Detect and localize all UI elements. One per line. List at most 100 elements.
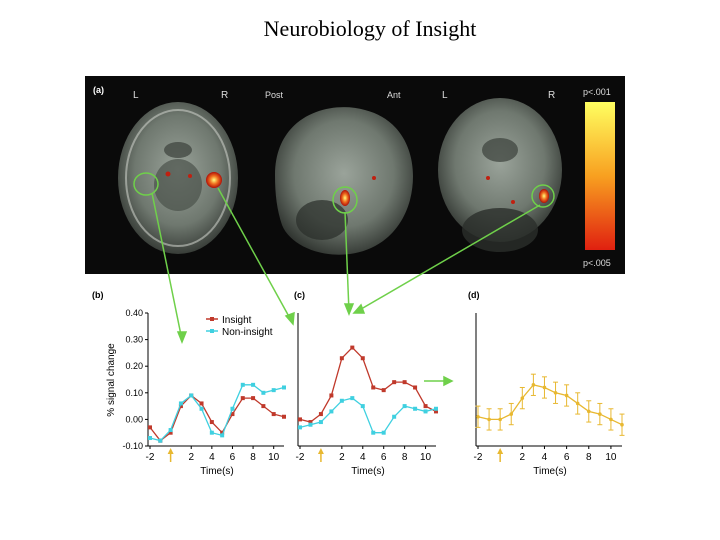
data-point: [168, 428, 173, 433]
legend: Insight Non-insight: [206, 315, 273, 338]
data-point: [282, 414, 286, 419]
data-point: [298, 417, 302, 422]
data-point: [598, 412, 602, 416]
data-point: [189, 393, 194, 398]
data-point: [476, 414, 480, 419]
data-point: [371, 385, 376, 390]
data-point: [329, 393, 334, 398]
data-point: [360, 404, 365, 409]
data-point: [199, 401, 204, 406]
series-line-d-0: [477, 384, 623, 426]
scale-bottom-label: p<.005: [583, 258, 611, 268]
x-tick-label: 10: [420, 452, 432, 463]
data-point: [148, 425, 152, 430]
data-point: [350, 396, 355, 401]
data-point: [251, 382, 256, 387]
data-point: [531, 383, 536, 387]
x-tick-label: 2: [520, 452, 526, 463]
data-point: [392, 380, 397, 385]
data-point: [261, 404, 266, 409]
panel-b-label: (b): [92, 290, 104, 300]
x-tick-label: 6: [564, 452, 570, 463]
panel-a-label: (a): [93, 85, 104, 95]
y-tick-label: 0.20: [125, 361, 143, 371]
data-point: [339, 398, 344, 403]
x-tick-label: 8: [586, 452, 592, 463]
data-point: [509, 412, 514, 416]
data-point: [339, 356, 344, 361]
x-tick-label: 2: [188, 452, 194, 463]
x-tick-label: 10: [268, 452, 280, 463]
y-tick-label: 0.30: [125, 335, 143, 345]
data-point: [520, 396, 525, 400]
sagittal-posterior-label: Post: [265, 90, 284, 100]
data-point: [168, 430, 173, 435]
data-point: [564, 393, 569, 398]
onset-arrow-icon: [317, 448, 324, 454]
data-point: [413, 406, 418, 411]
x-tick-label: 4: [209, 452, 215, 463]
data-point: [220, 433, 225, 438]
coronal-left-label: L: [442, 90, 448, 101]
slide-title: Neurobiology of Insight: [263, 16, 477, 41]
panel-b-x-axis-title: Time(s): [200, 466, 234, 477]
data-point: [575, 401, 580, 406]
legend-insight-label: Insight: [222, 315, 252, 326]
significance-color-scale: [585, 102, 615, 250]
x-tick-label: 8: [402, 452, 408, 463]
axial-right-label: R: [221, 90, 228, 101]
panel-d-label: (d): [468, 290, 480, 300]
data-point: [271, 412, 276, 417]
sagittal-brain-slice: [275, 107, 413, 255]
panel-d-x-axis-title: Time(s): [533, 466, 567, 477]
legend-non-insight-marker: [210, 329, 214, 333]
axial-left-label: L: [133, 90, 139, 101]
data-point: [371, 430, 376, 435]
onset-arrow-icon: [167, 448, 174, 454]
data-point: [178, 404, 183, 409]
panel-b-y-axis-title: % signal change: [106, 343, 117, 417]
data-point: [308, 422, 313, 427]
x-tick-label: 8: [250, 452, 256, 463]
chart-panel-d: (d) -2 2 4 6 8 10 Time(s): [468, 290, 625, 477]
data-point: [209, 420, 214, 425]
x-tick-label: 4: [542, 452, 548, 463]
data-point: [498, 417, 502, 422]
data-point: [251, 396, 256, 401]
data-point: [298, 425, 302, 430]
y-tick-label: 0.40: [125, 308, 143, 318]
data-point: [487, 417, 491, 422]
data-point: [148, 436, 152, 441]
data-point: [318, 420, 323, 425]
onset-arrow-icon: [497, 448, 504, 454]
x-tick-label: 6: [381, 452, 387, 463]
coronal-right-label: R: [548, 90, 555, 101]
data-point: [230, 406, 235, 411]
y-tick-label: 0.10: [125, 388, 143, 398]
data-point: [381, 388, 386, 393]
data-point: [620, 422, 624, 427]
data-point: [350, 345, 355, 350]
data-point: [434, 409, 438, 414]
legend-insight-marker: [210, 317, 214, 321]
connector-arrow-axial-left: [151, 192, 183, 341]
data-point: [240, 396, 245, 401]
data-point: [434, 406, 438, 411]
data-point: [413, 385, 418, 390]
data-point: [392, 414, 397, 419]
data-point: [220, 430, 225, 435]
data-point: [240, 382, 245, 387]
data-point: [402, 380, 407, 385]
chart-panel-c: (c) -2 2 4 6 8 10 Time(s): [294, 290, 438, 477]
connector-arrow-axial-right: [217, 187, 293, 323]
brain-panel: (a) L R Post Ant L R: [85, 76, 625, 274]
data-point: [542, 385, 547, 390]
data-point: [271, 388, 276, 393]
connector-arrow-coronal: [355, 204, 541, 313]
data-point: [402, 404, 407, 409]
data-point: [261, 390, 266, 395]
data-point: [360, 356, 365, 361]
data-point: [158, 438, 163, 443]
data-point: [178, 401, 183, 406]
